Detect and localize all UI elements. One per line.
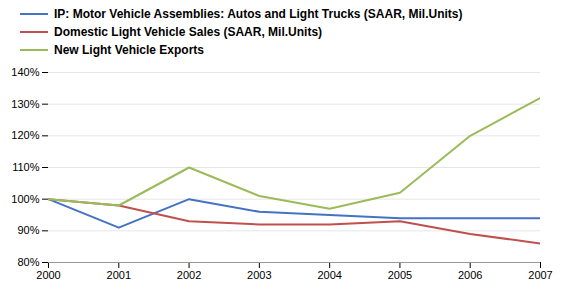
svg-text:2007: 2007 [528,269,552,281]
svg-text:2006: 2006 [458,269,482,281]
svg-text:80%: 80% [17,256,39,268]
svg-text:2004: 2004 [317,269,341,281]
svg-text:2003: 2003 [247,269,271,281]
html-text:IP: Motor Vehicle Assemblies:: IP: Motor Vehicle Assemblies: Autos and … [54,7,463,21]
html-text:Domestic Light Vehicle Sales (: Domestic Light Vehicle Sales (SAAR, Mil.… [54,25,323,39]
svg-text:140%: 140% [11,66,39,78]
svg-text:2005: 2005 [388,269,412,281]
svg-text:130%: 130% [11,98,39,110]
svg-text:90%: 90% [17,224,39,236]
svg-text:2002: 2002 [177,269,201,281]
svg-text:2001: 2001 [107,269,131,281]
svg-text:2000: 2000 [36,269,60,281]
svg-text:100%: 100% [11,193,39,205]
svg-text:110%: 110% [12,161,40,173]
svg-text:120%: 120% [11,129,39,141]
html-text:New Light Vehicle Exports: New Light Vehicle Exports [54,43,204,57]
